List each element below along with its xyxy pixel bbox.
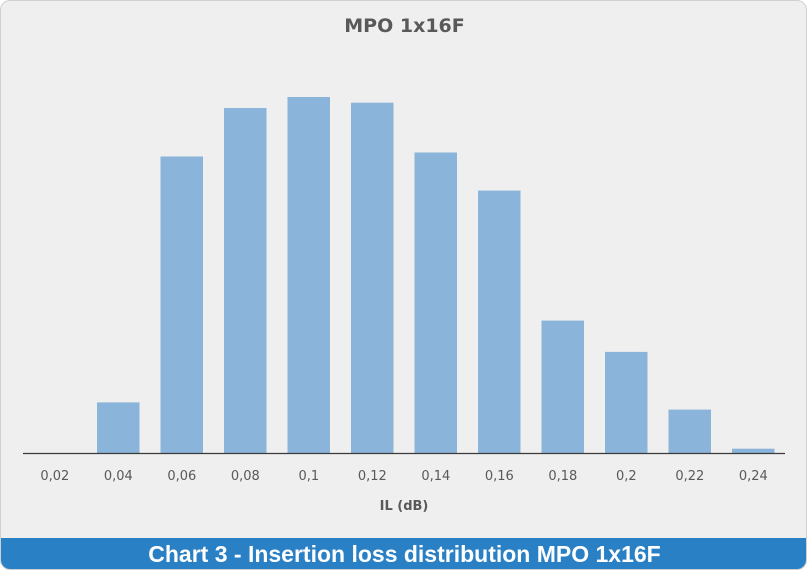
bar-0,22 xyxy=(668,409,711,453)
x-tick-label: 0,24 xyxy=(739,469,768,484)
x-tick-label: 0,12 xyxy=(358,469,387,484)
bar-0,16 xyxy=(478,190,521,453)
x-tick-label: 0,08 xyxy=(231,469,260,484)
bar-0,1 xyxy=(287,97,330,453)
bar-0,18 xyxy=(541,320,584,453)
x-tick-label: 0,1 xyxy=(298,469,319,484)
x-tick-label: 0,18 xyxy=(548,469,577,484)
chart-caption: Chart 3 - Insertion loss distribution MP… xyxy=(1,538,806,569)
bar-0,2 xyxy=(605,351,648,453)
bar-0,08 xyxy=(224,108,267,453)
bar-0,24 xyxy=(732,448,775,453)
bar-0,14 xyxy=(414,152,457,453)
bar-chart: 0,02 0,04 0,06 0,08 0,1 0,12 0,14 0,16 0,18 0,2 0,… xyxy=(23,97,785,514)
x-tick-label: 0,16 xyxy=(485,469,514,484)
x-tick-label: 0,14 xyxy=(421,469,450,484)
chart-title: MPO 1x16F xyxy=(344,15,465,37)
x-tick-label: 0,04 xyxy=(104,469,133,484)
x-tick-label: 0,02 xyxy=(40,469,69,484)
bar-0,12 xyxy=(351,102,394,453)
bar-0,04 xyxy=(97,402,140,453)
x-tick-label: 0,22 xyxy=(675,469,704,484)
x-tick-label: 0,06 xyxy=(167,469,196,484)
bar-0,06 xyxy=(160,156,203,453)
x-tick-label: 0,2 xyxy=(616,469,637,484)
x-axis-title: IL (dB) xyxy=(380,499,429,514)
